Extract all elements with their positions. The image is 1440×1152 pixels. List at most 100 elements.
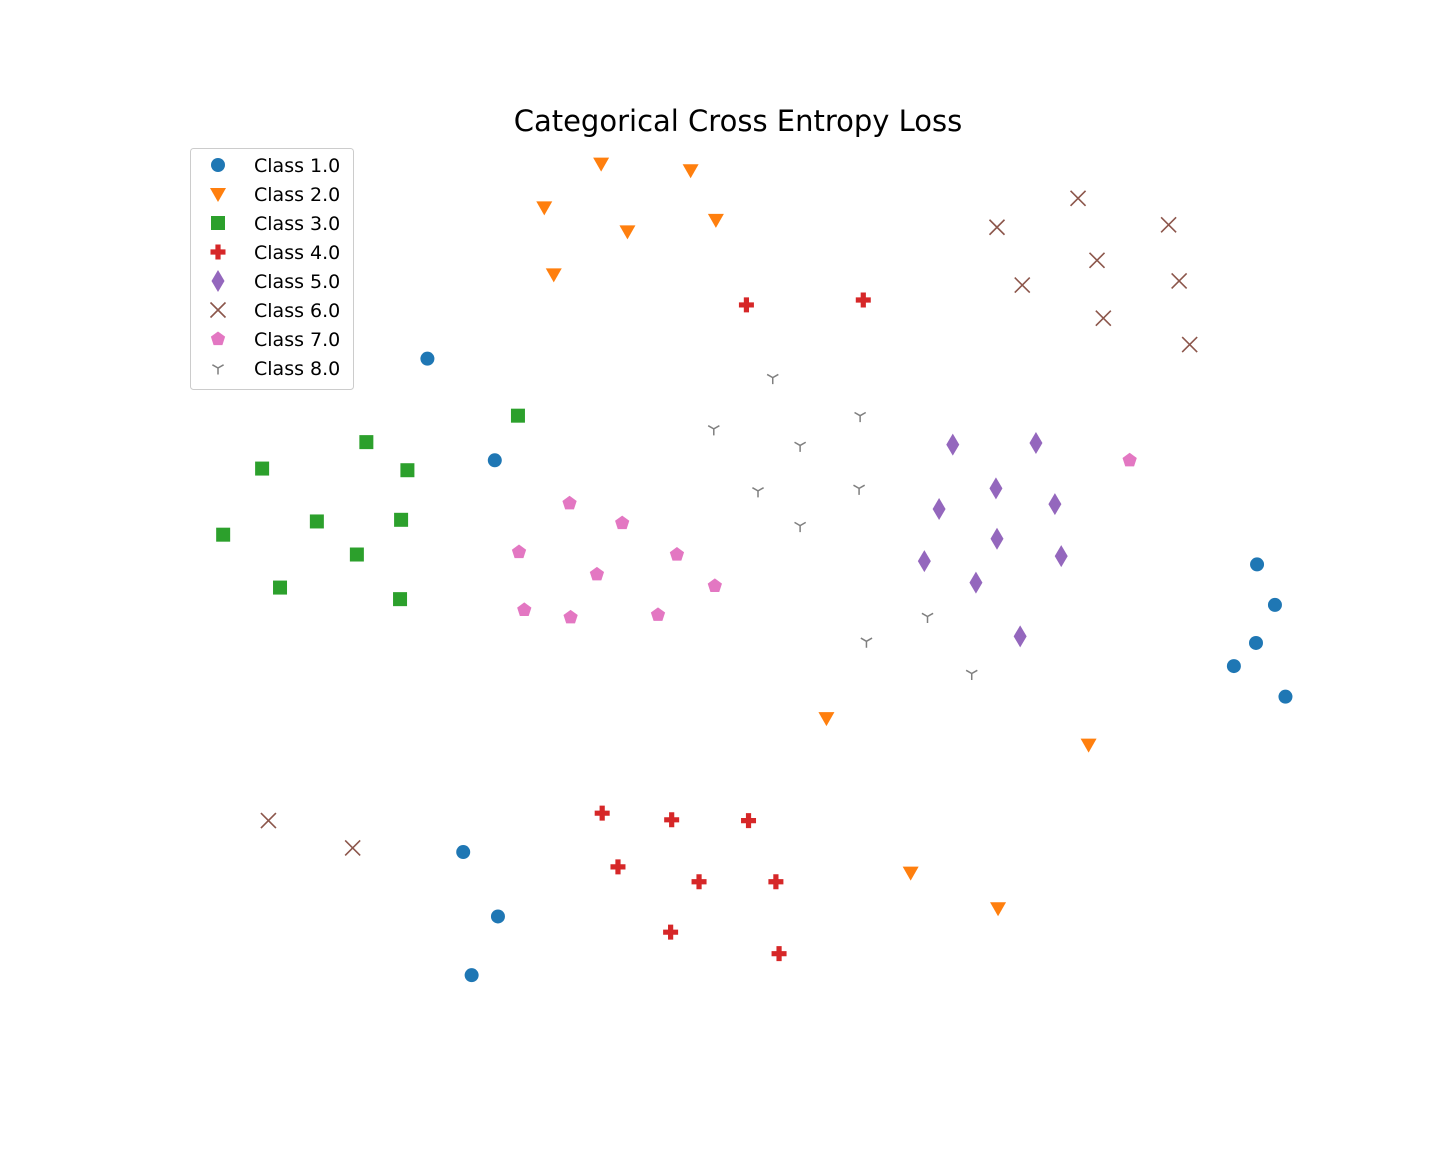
legend-item: Class 4.0 — [210, 242, 340, 264]
data-point — [921, 612, 934, 623]
data-point — [359, 435, 374, 450]
data-point — [707, 213, 724, 228]
data-point — [1250, 557, 1265, 572]
data-point — [589, 566, 605, 581]
series-5 — [917, 431, 1068, 648]
legend-item: Class 1.0 — [211, 155, 340, 177]
legend-item: Class 3.0 — [211, 213, 340, 235]
legend-marker — [211, 158, 225, 172]
data-point — [456, 845, 471, 860]
series-7 — [511, 452, 1137, 624]
data-point — [664, 812, 680, 828]
data-point — [517, 602, 532, 616]
data-point — [1226, 659, 1241, 674]
data-point — [902, 866, 919, 881]
legend-label: Class 6.0 — [254, 300, 340, 322]
data-point — [562, 495, 577, 510]
data-point — [768, 874, 784, 890]
series-3 — [216, 408, 525, 607]
legend-marker — [212, 364, 224, 375]
data-point — [707, 578, 722, 592]
data-point — [853, 484, 866, 495]
data-point — [771, 946, 787, 962]
legend-label: Class 7.0 — [254, 329, 340, 351]
data-point — [969, 571, 983, 594]
data-point — [965, 669, 978, 681]
legend-label: Class 4.0 — [254, 242, 340, 264]
data-point — [990, 527, 1004, 550]
legend-label: Class 5.0 — [254, 271, 340, 293]
data-point — [615, 515, 630, 530]
data-point — [989, 477, 1003, 500]
legend-frame — [190, 148, 354, 390]
data-point — [988, 219, 1006, 236]
legend-item: Class 7.0 — [210, 329, 340, 351]
data-point — [855, 292, 871, 308]
data-point — [854, 411, 867, 423]
data-point — [650, 607, 666, 621]
data-point — [682, 164, 699, 179]
data-point — [1122, 452, 1137, 467]
data-point — [349, 547, 364, 562]
data-point — [1013, 625, 1027, 648]
data-point — [1088, 252, 1106, 269]
data-point — [946, 433, 960, 456]
data-point — [273, 580, 288, 595]
data-point — [1171, 272, 1188, 290]
data-point — [663, 924, 679, 940]
data-point — [420, 351, 435, 366]
data-point — [1160, 216, 1177, 233]
legend-item: Class 8.0 — [212, 358, 340, 380]
data-point — [1278, 689, 1293, 704]
series-2 — [536, 157, 1097, 917]
data-point — [1080, 738, 1097, 753]
legend-marker — [210, 188, 226, 202]
data-point — [610, 859, 626, 875]
data-point — [1248, 635, 1263, 650]
data-point — [545, 268, 562, 283]
data-point — [1267, 597, 1282, 612]
legend-label: Class 2.0 — [254, 184, 340, 206]
data-point — [766, 373, 779, 385]
data-point — [593, 157, 610, 172]
data-point — [691, 874, 707, 890]
legend-marker — [209, 301, 227, 319]
legend-label: Class 1.0 — [254, 155, 340, 177]
data-point — [794, 441, 807, 452]
data-point — [309, 514, 324, 529]
data-point — [260, 812, 277, 829]
data-point — [860, 637, 873, 648]
data-point — [738, 297, 754, 313]
legend-item: Class 5.0 — [211, 270, 340, 293]
data-point — [917, 550, 931, 573]
data-point — [707, 425, 720, 436]
data-point — [400, 463, 415, 478]
series-4 — [594, 292, 871, 962]
data-point — [464, 968, 479, 983]
data-point — [216, 527, 231, 542]
data-point — [511, 544, 527, 559]
data-point — [1029, 431, 1043, 454]
data-point — [741, 813, 757, 829]
legend-marker — [211, 216, 225, 230]
legend-item: Class 6.0 — [209, 300, 340, 322]
data-point — [255, 461, 270, 476]
data-point — [1181, 336, 1198, 353]
data-point — [563, 609, 578, 624]
data-point — [536, 201, 553, 216]
data-point — [619, 225, 636, 240]
series-8 — [707, 373, 978, 681]
data-point — [510, 408, 525, 423]
data-point — [394, 512, 409, 527]
legend-label: Class 8.0 — [254, 358, 340, 380]
legend-marker — [210, 331, 226, 346]
legend-marker — [210, 244, 226, 260]
chart-title: Categorical Cross Entropy Loss — [514, 104, 963, 138]
data-point — [1095, 310, 1112, 327]
legend-item: Class 2.0 — [210, 184, 340, 206]
data-point — [818, 712, 835, 727]
data-point — [393, 592, 408, 607]
data-point — [487, 453, 502, 468]
series-6 — [260, 190, 1198, 856]
